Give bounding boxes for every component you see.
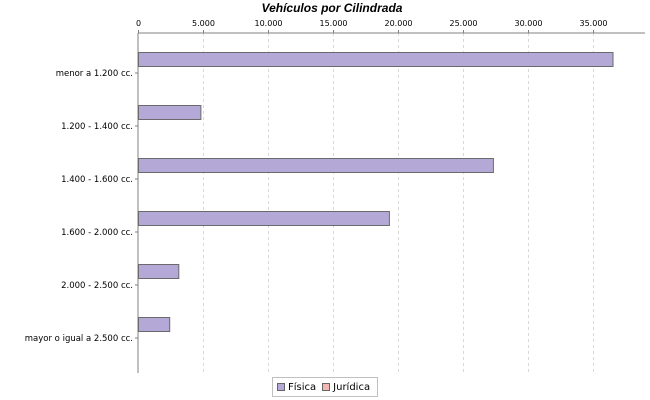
bar	[138, 211, 390, 226]
category-axis: menor a 1.200 cc. 1.200 - 1.400 cc. 1.400 …	[25, 33, 139, 373]
legend-label-juridica: Jurídica	[333, 381, 371, 393]
bar	[138, 317, 171, 332]
legend-label-fisica: Física	[288, 381, 317, 393]
x-tick-label: 5.000	[192, 19, 215, 28]
legend-swatch-fisica	[277, 383, 285, 391]
category-label: 1.400 - 1.600 cc.	[61, 175, 133, 185]
bar	[138, 105, 202, 120]
x-tick-label: 0	[136, 19, 141, 28]
chart-title: Vehículos por Cilindrada	[262, 1, 403, 15]
legend-swatch-juridica	[322, 383, 331, 391]
category-label: menor a 1.200 cc.	[56, 69, 133, 79]
bar	[138, 158, 494, 173]
x-tick-label: 30.000	[515, 19, 543, 28]
bars	[138, 52, 614, 332]
x-tick-label: 10.000	[255, 19, 283, 28]
category-label: 1.600 - 2.000 cc.	[61, 228, 133, 238]
legend: Física Jurídica	[272, 377, 378, 397]
x-tick-label: 35.000	[580, 19, 608, 28]
category-label: 1.200 - 1.400 cc.	[61, 122, 133, 132]
x-tick-label: 25.000	[450, 19, 478, 28]
grid-lines	[203, 33, 594, 373]
bar	[138, 52, 614, 67]
legend-item-juridica: Jurídica	[322, 382, 370, 393]
bar	[138, 264, 180, 279]
category-label: 2.000 - 2.500 cc.	[61, 281, 133, 291]
legend-item-fisica: Física	[277, 382, 316, 393]
x-tick-label: 15.000	[320, 19, 348, 28]
value-axis: 0 5.000 10.000 15.000 20.000 25.000 30.000 35.0…	[136, 19, 645, 34]
x-tick-label: 20.000	[385, 19, 413, 28]
category-label: mayor o igual a 2.500 cc.	[25, 334, 133, 344]
